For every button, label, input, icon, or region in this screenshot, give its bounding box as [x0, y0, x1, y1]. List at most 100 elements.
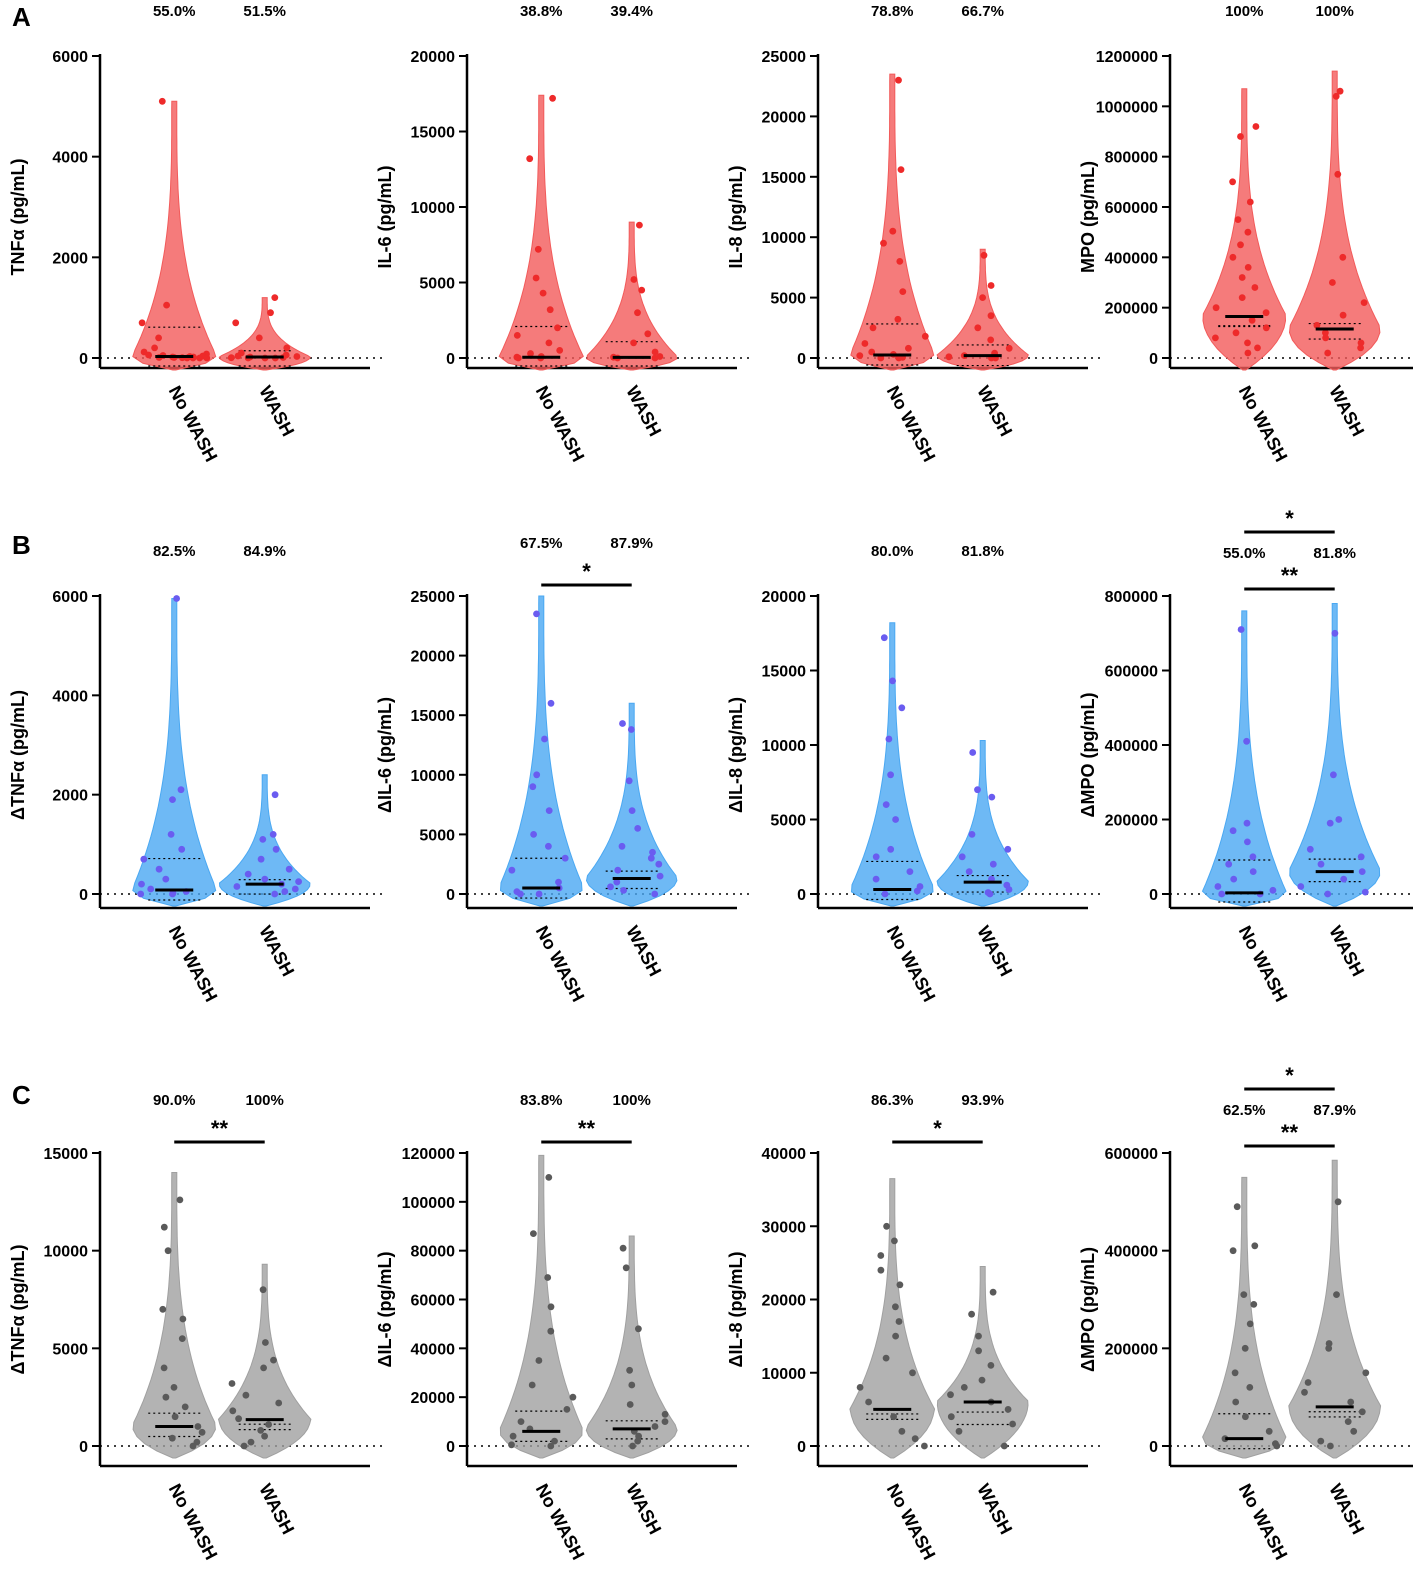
violin-no-wash	[499, 1154, 583, 1459]
data-point	[1269, 886, 1277, 894]
significance-stars: **	[1281, 563, 1299, 588]
data-point	[614, 866, 622, 874]
data-point	[958, 853, 966, 861]
violin-no-wash	[132, 100, 217, 371]
data-point	[541, 735, 548, 743]
charts-group: 0 2000 4000 6000 TNFα (pg/mL) No WASH WASH 55.0…	[8, 3, 1413, 1563]
detection-percent-label: 67.5%	[520, 535, 563, 552]
violin-wash	[1288, 1159, 1382, 1459]
chart-4: 0 2000 4000 6000 ΔTNFα (pg/mL) No WASH WASH 82.…	[8, 543, 382, 1005]
data-point	[960, 1384, 968, 1391]
data-point	[1237, 241, 1244, 249]
x-category-label: WASH	[622, 1480, 665, 1537]
violin-no-wash	[849, 1178, 936, 1459]
data-point	[265, 1421, 272, 1428]
data-point	[965, 868, 973, 875]
data-point	[270, 1356, 277, 1364]
data-point	[151, 344, 159, 352]
violin-no-wash	[498, 94, 584, 371]
y-tick-label: 100000	[402, 1195, 455, 1212]
y-tick-label: 15000	[411, 125, 456, 142]
chart-5: 0 5000 10000 15000 20000 25000 ΔIL-6 (pg/mL) No…	[375, 535, 749, 1005]
data-point	[1334, 1198, 1342, 1206]
data-point	[1332, 92, 1340, 100]
x-category-label: No WASH	[1235, 922, 1292, 1005]
detection-percent-label: 100%	[1225, 3, 1263, 20]
significance-stars: *	[933, 1116, 942, 1141]
data-point	[137, 890, 145, 898]
data-point	[169, 890, 176, 898]
data-point	[1357, 344, 1364, 352]
data-point	[895, 1318, 903, 1325]
detection-percent-label: 81.8%	[1313, 545, 1356, 562]
data-point	[1244, 838, 1251, 846]
data-point	[1238, 274, 1246, 281]
data-point	[635, 1325, 642, 1333]
data-point	[861, 340, 869, 347]
data-point	[880, 239, 887, 247]
data-point	[526, 155, 534, 163]
data-point	[244, 870, 252, 878]
detection-percent-label: 39.4%	[610, 3, 653, 20]
data-point	[892, 1303, 899, 1311]
data-point	[1005, 344, 1013, 352]
data-point	[911, 1435, 919, 1443]
detection-percent-label: 38.8%	[520, 3, 563, 20]
data-point	[291, 885, 299, 893]
data-point	[628, 807, 636, 814]
detection-percent-label: 55.0%	[153, 3, 196, 20]
y-tick-label: 25000	[411, 589, 456, 606]
data-point	[1362, 1369, 1370, 1377]
data-point	[634, 825, 642, 832]
data-point	[138, 319, 146, 327]
y-tick-label: 0	[79, 1439, 88, 1456]
data-point	[1230, 875, 1238, 883]
data-point	[176, 1196, 184, 1204]
data-point	[987, 336, 995, 344]
data-point	[1340, 875, 1348, 883]
data-point	[913, 887, 921, 895]
data-point	[1246, 1320, 1254, 1328]
y-tick-label: 400000	[1105, 250, 1158, 267]
data-point	[647, 854, 655, 862]
data-point	[649, 848, 656, 856]
data-point	[517, 1418, 525, 1425]
x-category-label: WASH	[255, 922, 298, 979]
detection-percent-label: 82.5%	[153, 543, 196, 560]
x-category-label: WASH	[973, 922, 1016, 979]
violin-no-wash	[1202, 88, 1287, 371]
data-point	[1009, 1420, 1016, 1428]
data-point	[627, 726, 635, 733]
y-tick-label: 0	[1149, 1439, 1158, 1456]
chart-1: 0 5000 10000 15000 20000 IL-6 (pg/mL) No WASH W…	[375, 3, 749, 465]
detection-percent-label: 84.9%	[243, 543, 286, 560]
data-point	[269, 831, 277, 838]
data-point	[619, 1244, 627, 1252]
y-tick-label: 5000	[770, 291, 806, 308]
data-point	[293, 353, 301, 360]
data-point	[1254, 344, 1261, 352]
data-point	[169, 796, 176, 803]
data-point	[896, 1281, 904, 1289]
data-point	[626, 1366, 633, 1374]
y-tick-label: 1000000	[1096, 99, 1158, 116]
x-category-label: No WASH	[165, 1480, 222, 1563]
y-axis-label: ΔIL-8 (pg/mL)	[726, 697, 746, 813]
data-point	[987, 312, 995, 320]
data-point	[545, 842, 552, 850]
data-point	[1232, 1398, 1240, 1406]
x-category-label: WASH	[255, 382, 298, 439]
data-point	[1336, 87, 1344, 95]
data-point	[227, 354, 235, 362]
data-point	[887, 771, 894, 779]
data-point	[619, 720, 626, 727]
data-point	[896, 258, 904, 265]
x-category-label: No WASH	[532, 1480, 589, 1563]
data-point	[1252, 123, 1260, 130]
data-point	[869, 324, 877, 332]
data-point	[508, 1441, 515, 1449]
data-point	[968, 1310, 975, 1318]
chart-9: 0 20000 40000 60000 80000 100000 120000 ΔIL-6 (…	[375, 1092, 749, 1563]
data-point	[1231, 1369, 1239, 1377]
